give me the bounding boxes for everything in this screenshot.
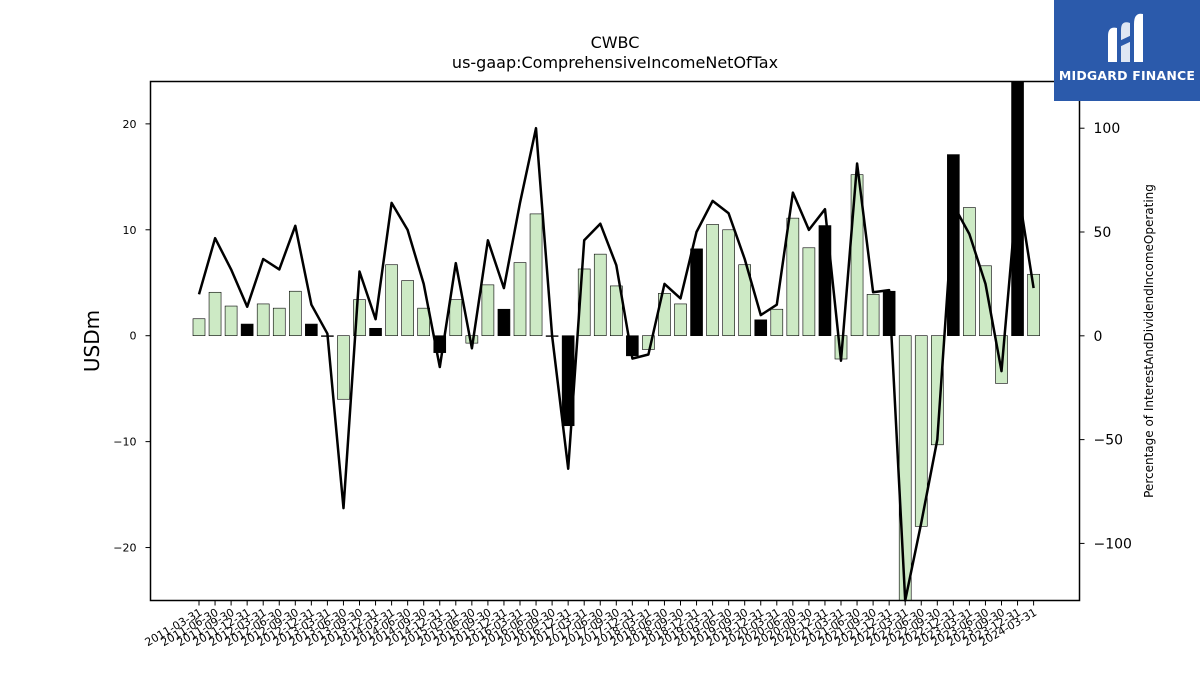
bar-2012-03-31 (256, 303, 270, 337)
bar-2017-09-30 (609, 285, 623, 337)
bar-2020-03-31 (770, 308, 784, 337)
brand-logo: MIDGARD FINANCE (1054, 0, 1200, 101)
bar-2011-09-30 (224, 305, 238, 337)
bar-2011-12-31 (240, 323, 254, 337)
y-tick-label: −10 (113, 436, 136, 449)
y2-tick-label: −100 (1094, 536, 1132, 552)
bar-2012-12-31 (305, 323, 318, 337)
bar-2022-03-31 (898, 335, 912, 601)
bar-2016-06-30 (529, 213, 543, 337)
series-line (197, 126, 1035, 602)
plot-area: −20−1001020−100−500501002011-03-312011-0… (113, 81, 1132, 649)
bar-2018-12-31 (690, 248, 703, 337)
bar-2022-12-31 (947, 154, 960, 337)
bar-2019-09-30 (738, 264, 752, 337)
bar-2012-09-30 (288, 290, 302, 337)
y-tick-label: 20 (123, 118, 137, 131)
logo-mark-icon (1108, 13, 1143, 62)
bar-2012-06-30 (272, 307, 286, 337)
bar-2014-03-31 (385, 264, 398, 337)
bar-2013-06-30 (337, 335, 350, 400)
plot-frame (149, 80, 1081, 602)
chart-subtitle: us-gaap:ComprehensiveIncomeNetOfTax (452, 53, 778, 72)
chart-title: CWBC (591, 33, 640, 52)
y2-tick-label: 100 (1094, 121, 1121, 137)
bar-2011-03-31 (192, 318, 206, 337)
y2-tick-label: −50 (1094, 433, 1124, 449)
bar-2016-03-31 (513, 262, 527, 337)
bar-2024-03-31 (1027, 273, 1040, 337)
bar-2013-12-31 (369, 327, 382, 337)
bar-2020-09-30 (802, 247, 816, 337)
bar-2023-06-30 (979, 265, 992, 337)
bar-2015-09-30 (481, 284, 495, 337)
bar-2011-06-30 (208, 291, 222, 337)
bar-2018-09-30 (674, 303, 687, 337)
bar-2020-06-30 (786, 217, 800, 337)
y2-tick-label: 0 (1094, 329, 1103, 345)
bar-2015-12-31 (497, 308, 511, 337)
logo-text: MIDGARD FINANCE (1058, 68, 1196, 83)
bar-2017-06-30 (593, 253, 607, 337)
bar-2019-12-31 (754, 319, 768, 337)
bar-2019-03-31 (706, 224, 719, 337)
bar-2014-09-30 (417, 307, 431, 337)
y-tick-label: 10 (123, 224, 137, 237)
bar-2020-12-31 (818, 225, 832, 337)
y2-axis-label: Percentage of InterestAndDividendIncomeO… (1142, 184, 1156, 498)
y2-tick-label: 50 (1094, 225, 1112, 241)
bar-2014-06-30 (401, 280, 414, 337)
y-axis-label: USDm (80, 310, 104, 372)
bar-2019-06-30 (722, 229, 735, 337)
bar-2015-03-31 (449, 299, 463, 337)
y-tick-label: −20 (113, 542, 136, 555)
bar-2021-09-30 (866, 294, 880, 337)
y-tick-label: 0 (130, 330, 137, 343)
